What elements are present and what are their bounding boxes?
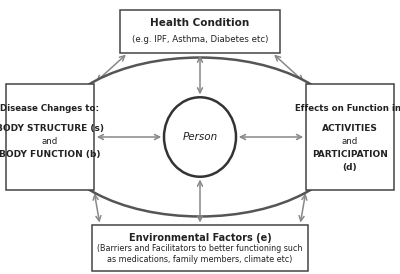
Text: Effects on Function in:: Effects on Function in:: [295, 104, 400, 113]
Text: Person: Person: [182, 132, 218, 142]
FancyBboxPatch shape: [306, 84, 394, 190]
Text: (d): (d): [343, 163, 357, 172]
Text: and: and: [342, 138, 358, 146]
Text: BODY STRUCTURE (s): BODY STRUCTURE (s): [0, 124, 104, 133]
Ellipse shape: [52, 58, 348, 216]
Text: Environmental Factors (e): Environmental Factors (e): [129, 233, 271, 242]
FancyBboxPatch shape: [92, 225, 308, 271]
Text: (Barriers and Facilitators to better functioning such
as medications, family mem: (Barriers and Facilitators to better fun…: [97, 244, 303, 264]
Text: Health Condition: Health Condition: [150, 18, 250, 28]
Text: ACTIVITIES: ACTIVITIES: [322, 124, 378, 133]
FancyBboxPatch shape: [120, 10, 280, 53]
Text: BODY FUNCTION (b): BODY FUNCTION (b): [0, 150, 101, 159]
Text: and: and: [42, 138, 58, 146]
Text: Disease Changes to:: Disease Changes to:: [0, 104, 100, 113]
Ellipse shape: [164, 97, 236, 177]
FancyBboxPatch shape: [6, 84, 94, 190]
Text: PARTICIPATION: PARTICIPATION: [312, 150, 388, 159]
Text: (e.g. IPF, Asthma, Diabetes etc): (e.g. IPF, Asthma, Diabetes etc): [132, 35, 268, 44]
